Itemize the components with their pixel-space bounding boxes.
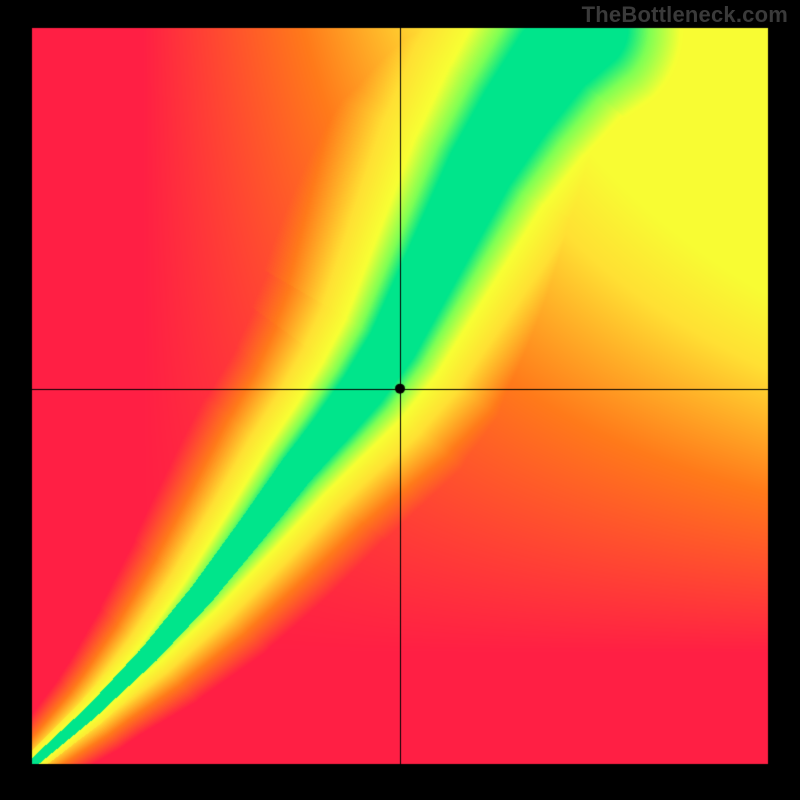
chart-container: TheBottleneck.com [0, 0, 800, 800]
bottleneck-heatmap [0, 0, 800, 800]
attribution-text: TheBottleneck.com [582, 2, 788, 28]
